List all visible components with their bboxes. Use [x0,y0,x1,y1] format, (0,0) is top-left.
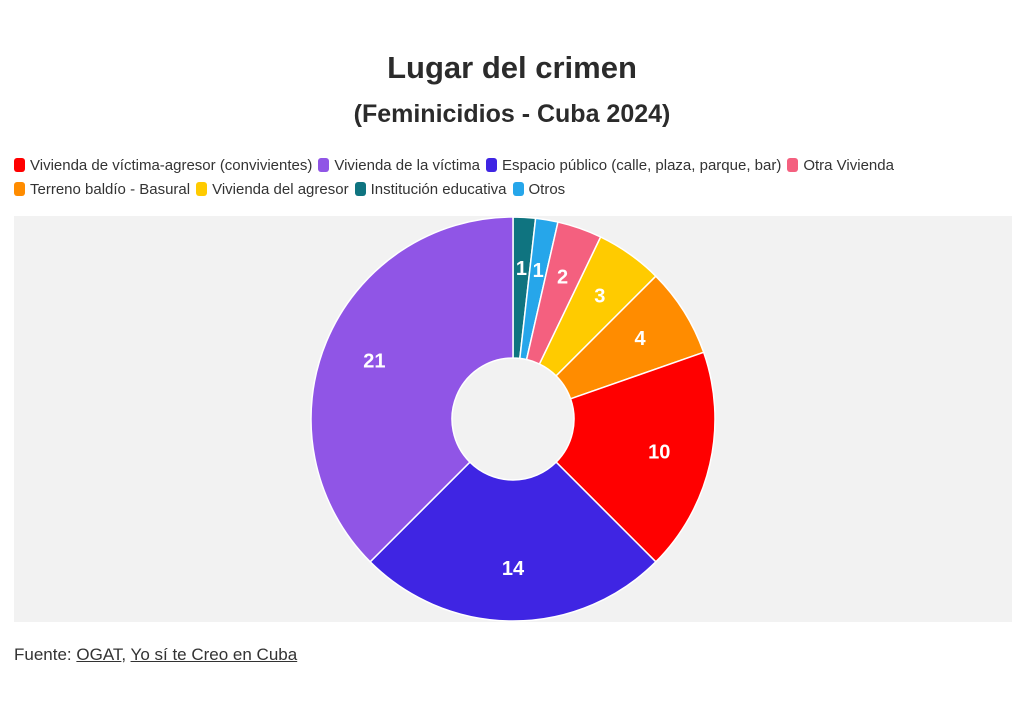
source-prefix: Fuente: [14,645,77,664]
legend-item-otros[interactable]: Otros [512,180,566,198]
chart-title: Lugar del crimen [387,50,637,85]
legend-item-terreno-baldio[interactable]: Terreno baldío - Basural [14,181,190,198]
source-footer: Fuente: OGAT, Yo sí te Creo en Cuba [14,645,297,665]
legend-swatch [486,158,497,172]
legend-label: Otra Vivienda [803,156,894,174]
legend-label: Vivienda del agresor [212,180,349,198]
slice-value-label: 1 [533,260,544,282]
legend-swatch [787,158,799,172]
source-link-ogat[interactable]: OGAT [76,645,122,664]
legend-label: Vivienda de la víctima [334,156,480,174]
legend-label: Otros [528,180,566,198]
legend-label: Terreno baldío - Basural [30,180,191,198]
source-link-yo-si-te-creo[interactable]: Yo sí te Creo en Cuba [130,645,298,664]
legend-item-espacio-publico[interactable]: Espacio público (calle, plaza, parque, b… [486,157,781,174]
slice-value-label: 3 [594,286,605,308]
slice-value-label: 1 [516,258,527,280]
legend-swatch [14,182,25,196]
legend-label: Institución educativa [370,180,507,198]
legend-label: Espacio público (calle, plaza, parque, b… [502,156,782,174]
legend-swatch [512,182,524,196]
slice-value-label: 2 [557,266,568,288]
legend-item-vivienda-agresor[interactable]: Vivienda del agresor [196,180,349,198]
legend-swatch [196,182,208,196]
chart-legend: Vivienda de víctima-agresor (conviviente… [14,153,1014,201]
donut-slice[interactable] [369,461,657,622]
donut-slice[interactable] [555,351,716,563]
chart-subtitle: (Feminicidios - Cuba 2024) [353,100,671,128]
slice-value-label: 21 [363,351,385,373]
legend-item-otra-vivienda[interactable]: Otra Vivienda [787,157,894,174]
legend-label: Vivienda de víctima-agresor (conviviente… [30,156,313,174]
legend-swatch [318,158,330,172]
legend-item-vivienda-victima-agresor[interactable]: Vivienda de víctima-agresor (conviviente… [14,157,312,174]
source-separator: , [121,645,131,664]
slice-value-label: 10 [648,441,670,463]
slice-value-label: 4 [634,328,646,350]
legend-row: Terreno baldío - Basural Vivienda del ag… [14,177,1014,201]
legend-row: Vivienda de víctima-agresor (conviviente… [14,153,1014,177]
slice-value-label: 14 [502,558,525,580]
legend-item-vivienda-victima[interactable]: Vivienda de la víctima [318,157,480,174]
legend-item-institucion-educativa[interactable]: Institución educativa [354,180,507,198]
legend-swatch [354,182,366,196]
donut-slice[interactable] [310,216,514,563]
legend-swatch [14,158,25,172]
